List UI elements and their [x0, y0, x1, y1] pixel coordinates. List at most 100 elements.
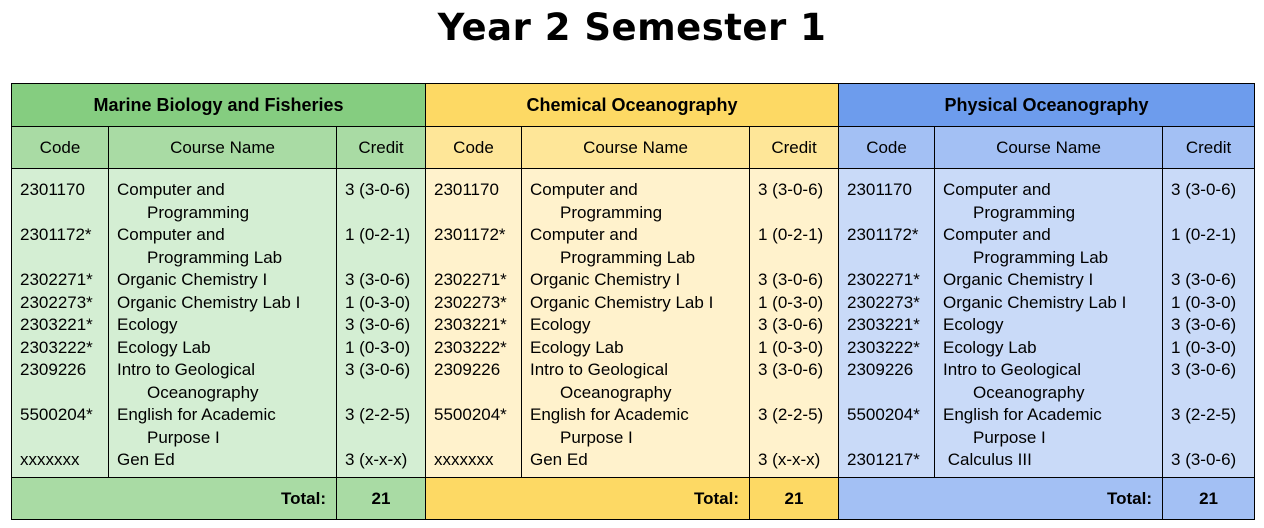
- course-name-line: Intro to Geological: [943, 360, 1081, 379]
- course-code: 2303221*: [20, 315, 93, 334]
- course-code: 2302271*: [20, 270, 93, 289]
- course-code: 2309226: [20, 360, 87, 379]
- course-name: Ecology: [943, 314, 1162, 337]
- course-names-physical: Computer and Programming Computer and Progr…: [934, 168, 1164, 478]
- course-credit: 3 (3-0-6): [345, 315, 411, 334]
- course-code: xxxxxxx: [434, 450, 494, 469]
- course-name: Computer and Programming Lab: [530, 224, 749, 269]
- course-name-line: Computer and: [530, 180, 638, 199]
- course-credit: 3 (3-0-6): [345, 270, 411, 289]
- course-name-continuation: Programming: [560, 202, 663, 222]
- course-credit: 1 (0-2-1): [758, 225, 824, 244]
- column-header-code: Code: [11, 126, 109, 169]
- course-name: Gen Ed: [117, 449, 336, 472]
- course-code: 2301172*: [20, 225, 92, 244]
- course-code: 2309226: [847, 360, 914, 379]
- course-name: Ecology Lab: [530, 337, 749, 360]
- course-codes-physical: 2301170 2301172* 2302271* 2302273* 2303221* 2…: [838, 168, 936, 478]
- course-name-line: Computer and: [117, 180, 225, 199]
- course-code: 2309226: [434, 360, 501, 379]
- course-name: Intro to Geological Oceanography: [530, 359, 749, 404]
- column-header-course-name: Course Name: [521, 126, 750, 169]
- course-name-line: Ecology Lab: [943, 337, 1037, 357]
- course-credit: 1 (0-3-0): [758, 337, 824, 357]
- course-name-line: Ecology Lab: [530, 337, 624, 357]
- course-name: Gen Ed: [530, 449, 749, 472]
- course-name-line: Intro to Geological: [117, 360, 255, 379]
- column-header-code: Code: [425, 126, 522, 169]
- course-name-continuation: Purpose I: [147, 427, 220, 447]
- course-name: English for Academic Purpose I: [943, 404, 1162, 449]
- course-credits-marine: 3 (3-0-6) 1 (0-2-1) 3 (3-0-6) 1 (0-3-0) 3 (3…: [336, 168, 426, 478]
- course-credit: 3 (2-2-5): [1171, 405, 1237, 424]
- course-credit: 3 (3-0-6): [345, 180, 411, 199]
- course-name-line: Organic Chemistry Lab I: [530, 292, 714, 312]
- course-name: Computer and Programming Lab: [117, 224, 336, 269]
- course-name: Intro to Geological Oceanography: [943, 359, 1162, 404]
- course-credits-chemical: 3 (3-0-6) 1 (0-2-1) 3 (3-0-6) 1 (0-3-0) 3 (3…: [748, 168, 840, 478]
- course-credit: 3 (3-0-6): [345, 360, 411, 379]
- course-name-continuation: Purpose I: [560, 427, 633, 447]
- course-name: Computer and Programming: [943, 179, 1162, 224]
- course-name-continuation: Oceanography: [147, 382, 259, 402]
- course-code: 2301172*: [434, 225, 506, 244]
- course-name-continuation: Programming: [147, 202, 250, 222]
- column-header-credit: Credit: [748, 126, 840, 169]
- course-name: Organic Chemistry I: [530, 269, 749, 292]
- course-name: Ecology Lab: [943, 337, 1162, 360]
- course-name: Organic Chemistry I: [943, 269, 1162, 292]
- course-credit: 3 (3-0-6): [1171, 450, 1237, 469]
- course-name: English for Academic Purpose I: [530, 404, 749, 449]
- course-name: Organic Chemistry Lab I: [117, 292, 336, 315]
- course-name-continuation: Programming Lab: [147, 247, 283, 267]
- course-credit: 3 (3-0-6): [758, 180, 824, 199]
- course-code: 2303221*: [434, 315, 507, 334]
- course-name: Computer and Programming: [530, 179, 749, 224]
- course-name-line: Calculus III: [943, 450, 1032, 469]
- course-name-continuation: Programming Lab: [973, 247, 1109, 267]
- course-name-line: English for Academic: [943, 405, 1102, 424]
- course-code: 2302273*: [434, 292, 507, 312]
- course-name-line: Computer and: [117, 225, 225, 244]
- course-code: 2301217*: [847, 450, 920, 469]
- course-code: 5500204*: [434, 405, 507, 424]
- column-header-credit: Credit: [336, 126, 426, 169]
- course-name: Ecology: [117, 314, 336, 337]
- course-code: 2303222*: [847, 337, 920, 357]
- course-code: 2301170: [847, 180, 912, 199]
- course-credit: 3 (x-x-x): [345, 450, 408, 469]
- course-credit: 1 (0-3-0): [1171, 337, 1237, 357]
- curriculum-table: Marine Biology and Fisheries Chemical Oc…: [11, 83, 1256, 520]
- course-names-marine: Computer and Programming Computer and Progr…: [108, 168, 337, 478]
- course-credit: 1 (0-3-0): [1171, 292, 1237, 312]
- course-name-line: Organic Chemistry I: [530, 270, 681, 289]
- program-header-marine: Marine Biology and Fisheries: [11, 83, 426, 127]
- course-credit: 1 (0-2-1): [1171, 225, 1237, 244]
- page-title: Year 2 Semester 1: [437, 6, 827, 49]
- course-name: Calculus III: [943, 449, 1162, 472]
- course-credit: 1 (0-3-0): [758, 292, 824, 312]
- course-name-line: Organic Chemistry Lab I: [117, 292, 301, 312]
- course-credit: 1 (0-3-0): [345, 292, 411, 312]
- course-name: Computer and Programming: [117, 179, 336, 224]
- column-header-credit: Credit: [1162, 126, 1256, 169]
- total-credits-marine: 21: [336, 477, 426, 520]
- course-codes-marine: 2301170 2301172* 2302271* 2302273* 2303221* 2…: [11, 168, 109, 478]
- course-credit: 3 (2-2-5): [345, 405, 411, 424]
- course-code: 2302271*: [847, 270, 920, 289]
- course-credit: 1 (0-3-0): [345, 337, 411, 357]
- course-name-line: Ecology Lab: [117, 337, 211, 357]
- column-header-code: Code: [838, 126, 936, 169]
- course-name-line: Organic Chemistry I: [117, 270, 268, 289]
- course-credit: 1 (0-2-1): [345, 225, 411, 244]
- course-credit: 3 (3-0-6): [1171, 180, 1237, 199]
- course-codes-chemical: 2301170 2301172* 2302271* 2302273* 2303221* 2…: [425, 168, 522, 478]
- course-code: 5500204*: [20, 405, 93, 424]
- course-credit: 3 (3-0-6): [1171, 360, 1237, 379]
- course-name-line: Organic Chemistry Lab I: [943, 292, 1127, 312]
- course-code: 2302273*: [847, 292, 920, 312]
- course-code: 2302271*: [434, 270, 507, 289]
- course-credit: 3 (2-2-5): [758, 405, 824, 424]
- course-name-line: Computer and: [943, 180, 1051, 199]
- course-name: Organic Chemistry Lab I: [530, 292, 749, 315]
